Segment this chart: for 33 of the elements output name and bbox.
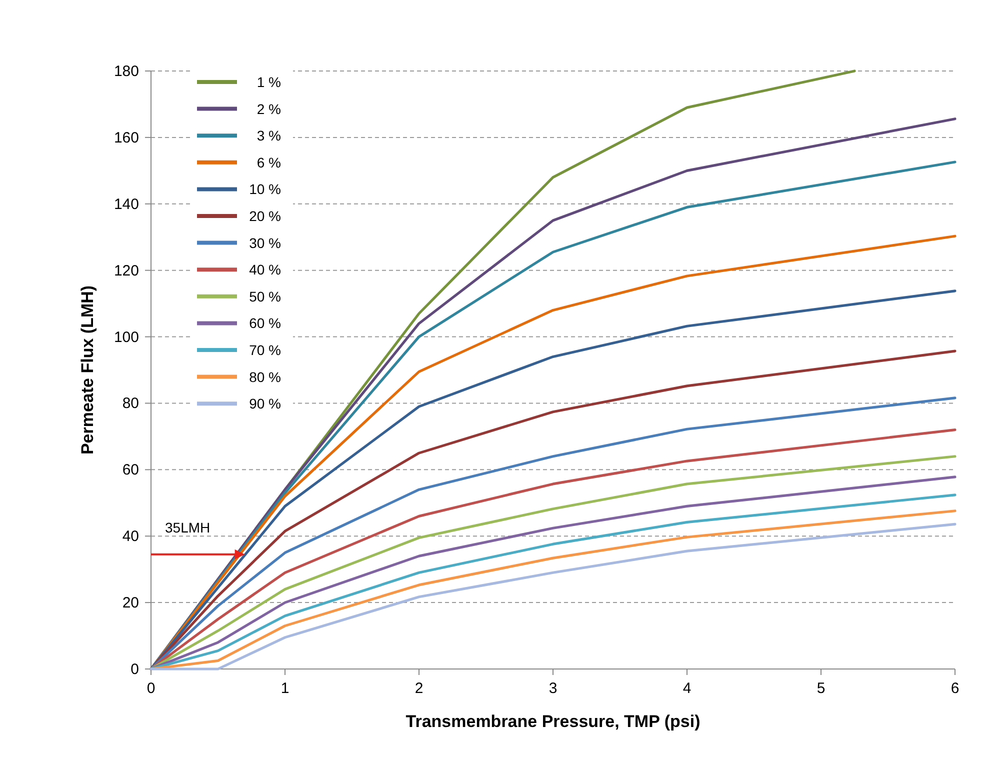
legend-label: 30 % — [249, 234, 281, 251]
legend-label: 3 % — [256, 128, 281, 144]
x-tick-label: 2 — [414, 680, 424, 697]
legend-label: 40 % — [249, 262, 281, 278]
y-tick-label: 0 — [130, 661, 139, 678]
x-tick-label: 5 — [816, 680, 826, 697]
x-tick-label: 6 — [950, 680, 960, 697]
legend-label: 90 % — [249, 396, 281, 412]
legend-label: 2 % — [256, 100, 281, 117]
x-tick-label: 0 — [146, 680, 156, 697]
y-axis-title: Permeate Flux (LMH) — [78, 285, 97, 455]
legend-label: 10 % — [249, 181, 281, 198]
legend-label: 6 % — [256, 154, 281, 170]
annotation: 35LMH — [165, 519, 210, 536]
y-tick-label: 160 — [114, 129, 139, 146]
x-tick-label: 4 — [682, 680, 692, 697]
legend-label: 50 % — [249, 288, 281, 304]
legend-label: 20 % — [249, 208, 281, 224]
legend-label: 70 % — [249, 342, 281, 358]
x-axis-title: Transmembrane Pressure, TMP (psi) — [406, 712, 700, 731]
y-tick-label: 120 — [114, 262, 139, 280]
y-tick-label: 180 — [114, 63, 139, 80]
y-tick-label: 20 — [122, 594, 139, 612]
legend-label: 1 % — [256, 74, 281, 90]
legend-label: 80 % — [249, 368, 281, 385]
x-tick-label: 1 — [280, 680, 290, 697]
x-tick-label: 3 — [548, 680, 558, 697]
y-tick-label: 100 — [114, 328, 139, 346]
y-tick-label: 60 — [122, 462, 139, 479]
y-tick-label: 80 — [122, 395, 139, 412]
y-tick-label: 40 — [122, 528, 139, 546]
legend-label: 60 % — [249, 315, 281, 332]
y-tick-label: 140 — [114, 196, 139, 213]
